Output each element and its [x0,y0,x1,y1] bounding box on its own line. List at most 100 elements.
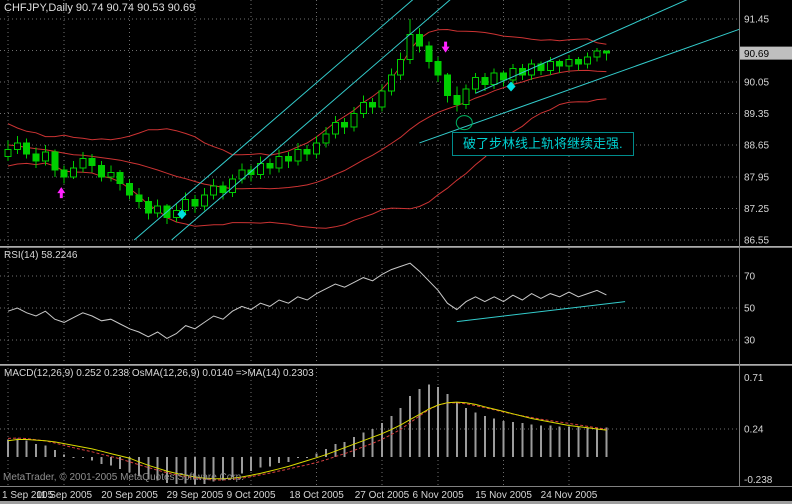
candle [23,142,31,155]
copyright-text: MetaTrader, © 2001-2005 MetaQuotes Softw… [3,472,245,483]
candle [144,201,152,214]
candle [313,142,321,155]
candle [331,122,339,135]
candle [294,149,302,162]
svg-text:90.05: 90.05 [744,78,769,89]
macd-histogram-bar [63,454,66,458]
candle [434,61,442,76]
candle [443,74,451,97]
candle [322,133,330,144]
macd-histogram-bar [100,457,103,465]
svg-text:-0.238: -0.238 [744,475,773,486]
macd-histogram-bar [409,396,412,458]
macd-histogram-bar [240,457,243,474]
macd-indicator [7,384,608,485]
candle [303,149,311,155]
macd-histogram-bar [194,457,196,485]
macd-histogram-bar [474,412,477,458]
annotation-text: 破了步林线上轨将继续走强. [463,136,623,151]
svg-text:89.35: 89.35 [744,109,769,120]
svg-text:0.24: 0.24 [744,424,764,435]
candle [228,178,236,194]
candle [509,67,517,81]
arrow-down-marker [441,41,450,53]
macd-histogram-bar [250,457,253,472]
macd-histogram-bar [596,427,599,458]
macd-histogram-bar [362,432,365,458]
macd-histogram-bar [156,457,159,481]
macd-histogram-bar [483,416,486,458]
rsi-indicator-label: RSI(14) 58.2246 [4,250,78,261]
candle [154,205,162,214]
macd-histogram-bar [184,457,187,484]
pane-separator-macd[interactable] [0,364,792,366]
candle [219,185,227,194]
candle [397,58,405,76]
candle [453,95,461,106]
svg-text:20 Sep 2005: 20 Sep 2005 [101,490,158,501]
candle [490,72,498,85]
trendlines[interactable] [133,0,756,241]
candle [32,153,40,162]
macd-histogram-bar [16,438,19,458]
candle [472,76,479,90]
rsi-indicator [7,262,626,339]
macd-histogram-bar [605,427,608,458]
candle [107,171,115,178]
svg-text:29 Sep 2005: 29 Sep 2005 [167,490,224,501]
macd-histogram-bar [539,425,542,458]
candle [350,113,358,128]
chart-title: CHFJPY,Daily 90.74 90.74 90.53 90.69 [4,2,196,14]
candle [275,155,283,169]
rsi-trendline[interactable] [456,301,626,323]
trendline [475,0,688,94]
candle [69,167,77,178]
candle [191,198,199,207]
candle [425,45,433,63]
annotation-box[interactable]: 破了步林线上轨将继续走强. [452,132,634,156]
candle [546,61,554,72]
candlestick-series[interactable] [4,18,610,225]
svg-text:87.25: 87.25 [744,204,769,215]
macd-histogram-bar [119,457,122,469]
svg-text:6 Nov 2005: 6 Nov 2005 [413,490,465,501]
macd-histogram-bar [390,416,393,458]
macd-histogram-bar [296,457,299,459]
svg-text:30: 30 [744,336,756,347]
macd-histogram-bar [577,427,580,458]
macd-histogram-bar [493,418,496,458]
time-scale[interactable] [0,487,739,501]
macd-histogram-bar [278,457,281,463]
macd-histogram-bar [72,457,75,459]
candle [518,67,526,76]
pane-separator-rsi[interactable] [0,246,792,248]
macd-histogram-bar [324,448,327,458]
svg-text:50: 50 [744,304,756,315]
macd-histogram-bar [437,386,440,458]
macd-histogram-bar [268,457,271,467]
candle [556,61,564,67]
candle [51,151,59,171]
macd-histogram-bar [315,453,318,458]
chart-markers[interactable] [57,41,516,220]
bollinger-bands [7,28,607,229]
macd-histogram-bar [203,457,206,484]
macd-histogram-bar [455,402,458,458]
candle [126,183,134,196]
svg-text:90.69: 90.69 [744,49,769,60]
macd-histogram-bar [231,457,234,477]
current-price-box: 90.69 [740,46,792,60]
macd-histogram-bar [306,457,309,459]
candle [210,185,218,196]
macd-histogram-bar [137,457,140,476]
candle [13,142,21,151]
candle [341,122,349,128]
trendline [133,0,414,241]
macd-histogram-bar [222,457,225,481]
arrow-up-marker [57,187,66,199]
price-scale[interactable] [740,0,792,486]
macd-histogram-bar [558,426,561,458]
